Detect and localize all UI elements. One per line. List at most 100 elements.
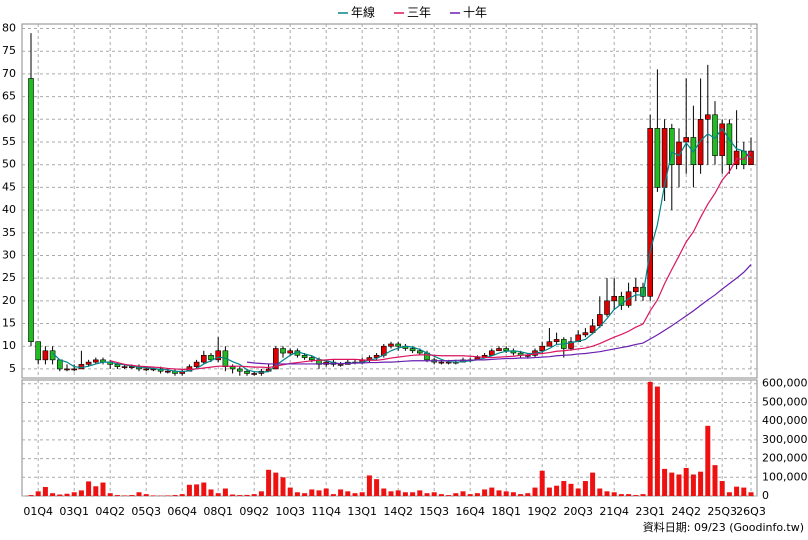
volume-bar xyxy=(42,487,48,496)
volume-bar xyxy=(100,482,106,496)
candle-body xyxy=(611,296,618,302)
volume-bar xyxy=(453,493,459,496)
x-tick-label: 24Q2 xyxy=(671,505,701,518)
volume-bar xyxy=(496,490,502,496)
candle-body xyxy=(121,366,128,368)
candle-body xyxy=(35,341,42,361)
volume-bar xyxy=(338,489,344,496)
volume-bar xyxy=(93,486,99,496)
x-tick-label: 10Q3 xyxy=(275,505,305,518)
x-tick-label: 25Q3 xyxy=(707,505,737,518)
volume-bar xyxy=(64,493,70,496)
volume-bar xyxy=(107,493,113,496)
x-tick-label: 15Q3 xyxy=(419,505,449,518)
volume-bar xyxy=(683,467,689,496)
candle-body xyxy=(301,355,308,358)
volume-bar xyxy=(143,494,149,496)
volume-bar xyxy=(575,488,581,496)
volume-bar xyxy=(698,471,704,496)
candle-body xyxy=(596,314,603,327)
y-tick-label: 400,000 xyxy=(762,414,808,427)
candle-body xyxy=(697,119,704,165)
candle-body xyxy=(496,348,502,352)
volume-bar xyxy=(431,492,437,496)
y-tick-label: 200,000 xyxy=(762,452,808,465)
volume-bar xyxy=(726,492,732,496)
y-tick-label: 55 xyxy=(2,135,16,148)
candle-body xyxy=(215,350,221,361)
volume-bar xyxy=(741,487,747,496)
candle-body xyxy=(193,361,200,367)
volume-bar xyxy=(136,492,142,496)
volume-bar xyxy=(532,487,538,496)
y-tick-label: 65 xyxy=(2,90,16,103)
volume-bar xyxy=(474,493,480,496)
volume-bar xyxy=(482,489,488,496)
candle-body xyxy=(395,343,402,347)
candle-body xyxy=(539,345,546,352)
y-tick-label: 500,000 xyxy=(762,395,808,408)
x-tick-label: 06Q4 xyxy=(167,505,197,518)
volume-bar xyxy=(676,474,682,496)
volume-bar xyxy=(705,425,711,496)
x-tick-label: 21Q4 xyxy=(599,505,629,518)
volume-bar xyxy=(669,472,675,496)
candle-body xyxy=(165,370,171,373)
volume-bar xyxy=(287,487,293,496)
y-tick-label: 30 xyxy=(2,248,16,261)
volume-bar xyxy=(417,490,423,496)
volume-bar xyxy=(460,491,466,496)
volume-bar xyxy=(366,475,372,496)
volume-bar xyxy=(604,491,610,496)
x-tick-label: 20Q3 xyxy=(563,505,593,518)
volume-bar xyxy=(719,481,725,496)
volume-bar xyxy=(237,495,243,496)
volume-bar xyxy=(503,491,509,496)
volume-bar xyxy=(446,495,452,496)
candle-body xyxy=(582,332,589,336)
volume-bar xyxy=(561,481,567,496)
candle-body xyxy=(28,78,34,342)
candle-body xyxy=(143,368,149,371)
price-frame xyxy=(21,23,758,379)
candle-body xyxy=(568,341,574,349)
candle-body xyxy=(719,123,726,156)
volume-bar xyxy=(402,492,408,496)
volume-bar xyxy=(352,493,358,496)
ma-line xyxy=(52,127,752,373)
candle-body xyxy=(244,370,250,374)
ma-line xyxy=(110,151,752,370)
candle-body xyxy=(683,137,690,143)
volume-bar xyxy=(201,482,207,496)
volume-bar xyxy=(381,488,387,496)
candle-body xyxy=(726,123,733,165)
candle-body xyxy=(618,296,625,306)
y-tick-label: 45 xyxy=(2,180,16,193)
x-tick-label: 09Q2 xyxy=(239,505,269,518)
volume-bar xyxy=(186,484,192,496)
candle-body xyxy=(251,373,257,375)
legend-label: 十年 xyxy=(463,6,487,20)
candle-body xyxy=(373,355,380,358)
x-tick-label: 18Q1 xyxy=(491,505,521,518)
volume-bar xyxy=(518,494,524,496)
candle-body xyxy=(237,368,243,372)
y-tick-label: 100,000 xyxy=(762,470,808,483)
volume-bar xyxy=(546,487,552,496)
volume-bar xyxy=(345,491,351,496)
candle-body xyxy=(71,368,77,371)
y-tick-label: 20 xyxy=(2,294,16,307)
legend-label: 年線 xyxy=(351,5,375,20)
volume-bar xyxy=(647,381,653,496)
volume-bar xyxy=(489,487,495,496)
y-tick-label: 5 xyxy=(9,362,16,375)
x-tick-label: 19Q2 xyxy=(527,505,557,518)
footnote: 資料日期: 09/23 (Goodinfo.tw) xyxy=(643,520,804,534)
volume-bar xyxy=(424,493,430,496)
volume-bar xyxy=(539,470,545,496)
volume-bar xyxy=(28,495,34,496)
y-tick-label: 35 xyxy=(2,226,16,239)
volume-bar xyxy=(438,494,444,496)
candle-body xyxy=(287,350,294,354)
volume-bar xyxy=(215,493,221,496)
